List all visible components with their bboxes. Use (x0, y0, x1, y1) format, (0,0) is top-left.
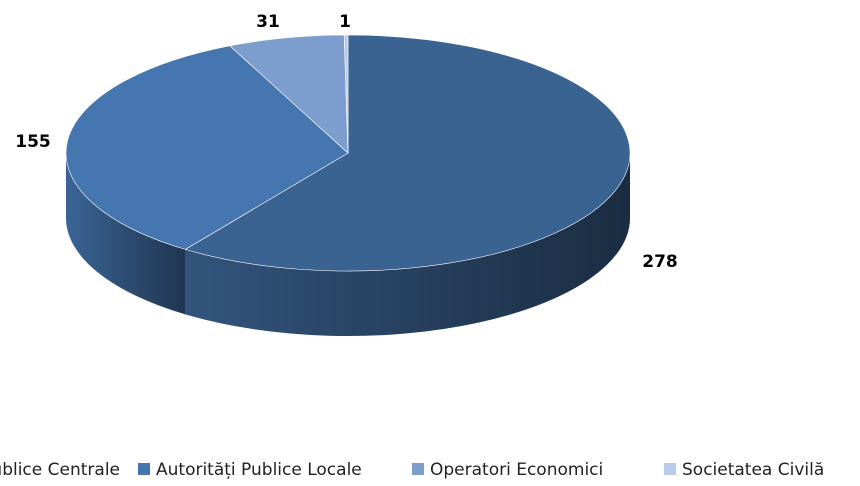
pie-slice (343, 34, 349, 154)
legend-marker (664, 463, 676, 475)
legend-marker (412, 463, 424, 475)
data-label: 31 (256, 12, 280, 32)
legend-marker (138, 463, 150, 475)
pie-sides (65, 153, 630, 337)
legend: Autorități Publice Centrale Autorități Pu… (0, 460, 824, 480)
pie-slice (184, 34, 631, 272)
pie-side-shade (185, 153, 630, 337)
pie-side-shade (65, 153, 186, 315)
legend-label: Operatori Economici (430, 460, 603, 480)
legend-label: Autorități Publice Centrale (0, 460, 120, 480)
pie-slice (229, 34, 349, 154)
pie-tops (65, 34, 631, 272)
legend-label: Societatea Civilă (682, 460, 824, 480)
pie-slice (65, 45, 349, 250)
data-label: 1 (339, 12, 351, 32)
data-label: 155 (15, 132, 51, 152)
data-labels: 278 155 31 1 (15, 12, 678, 272)
data-label: 278 (642, 252, 678, 272)
legend-label: Autorități Publice Locale (156, 460, 362, 480)
